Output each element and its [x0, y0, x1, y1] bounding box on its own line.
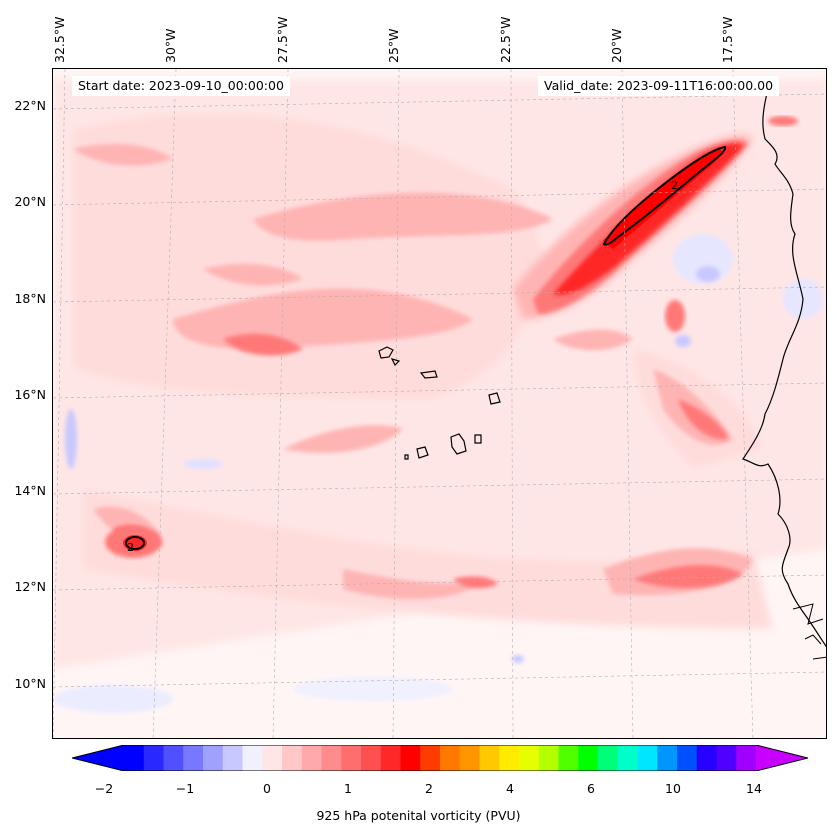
- colorbar-segment: [716, 745, 737, 771]
- colorbar-extend-low: [72, 745, 124, 771]
- colorbar-segment: [499, 745, 520, 771]
- colorbar-segment: [617, 745, 638, 771]
- lon-label-32-5w: 32.5°W: [52, 16, 67, 63]
- lon-label-22-5w: 22.5°W: [498, 16, 513, 63]
- lon-label-30w: 30°W: [163, 28, 178, 63]
- colorbar-segment: [163, 745, 184, 771]
- colorbar-segment: [657, 745, 678, 771]
- colorbar-segment: [400, 745, 421, 771]
- colorbar-tick-14: 14: [746, 781, 762, 796]
- graticule: [53, 69, 826, 738]
- colorbar-title: 925 hPa potenital vorticity (PVU): [316, 808, 521, 823]
- colorbar-segment: [361, 745, 382, 771]
- colorbar-tick-10: 10: [665, 781, 681, 796]
- colorbar-segment: [321, 745, 342, 771]
- lat-label-14n: 14°N: [14, 483, 46, 498]
- colorbar-tick-6: 6: [587, 781, 595, 796]
- colorbar-segment: [222, 745, 243, 771]
- lat-label-12n: 12°N: [14, 579, 46, 594]
- start-date-box: Start date: 2023-09-10_00:00:00: [72, 76, 290, 96]
- colorbar-segment: [519, 745, 540, 771]
- colorbar-segment: [637, 745, 658, 771]
- start-date-text: Start date: 2023-09-10_00:00:00: [78, 78, 284, 93]
- coastline-detail: [792, 603, 826, 660]
- pv-high-streak: [513, 116, 798, 332]
- cape-verde-islands: [378, 346, 501, 460]
- contour-label-ne: 2: [671, 179, 678, 192]
- colorbar-segment: [143, 745, 164, 771]
- colorbar-segment: [677, 745, 698, 771]
- colorbar-segment: [282, 745, 303, 771]
- colorbar-segment: [380, 745, 401, 771]
- colorbar-segment: [459, 745, 480, 771]
- colorbar-tick-neg2: −2: [94, 781, 114, 796]
- colorbar-segment: [578, 745, 599, 771]
- colorbar-segment: [736, 745, 757, 771]
- africa-coastline: [742, 88, 826, 648]
- lat-label-18n: 18°N: [14, 291, 46, 306]
- valid-date-text: Valid_date: 2023-09-11T16:00:00.00: [544, 78, 774, 93]
- colorbar-segment: [420, 745, 441, 771]
- lon-label-25w: 25°W: [386, 28, 401, 63]
- lat-label-20n: 20°N: [14, 194, 46, 209]
- colorbar-tick-neg1: −1: [175, 781, 195, 796]
- lat-label-22n: 22°N: [14, 98, 46, 113]
- colorbar-tick-0: 0: [263, 781, 271, 796]
- colorbar-extend-high: [756, 745, 808, 771]
- colorbar-segment: [262, 745, 283, 771]
- colorbar-segment: [242, 745, 263, 771]
- colorbar-segment: [558, 745, 579, 771]
- colorbar-tick-4: 4: [506, 781, 514, 796]
- colorbar-tick-1: 1: [344, 781, 352, 796]
- colorbar-segment: [598, 745, 619, 771]
- pv-vortex-sw: [105, 526, 161, 558]
- lat-label-10n: 10°N: [14, 676, 46, 691]
- map-panel: 2 2: [52, 68, 827, 739]
- lat-label-16n: 16°N: [14, 387, 46, 402]
- pv-negative-area: [53, 234, 823, 713]
- lon-label-27-5w: 27.5°W: [275, 16, 290, 63]
- colorbar-segment: [203, 745, 224, 771]
- valid-date-box: Valid_date: 2023-09-11T16:00:00.00: [538, 76, 780, 96]
- colorbar: [72, 745, 808, 771]
- lon-label-20w: 20°W: [609, 28, 624, 63]
- colorbar-segment: [301, 745, 322, 771]
- lon-label-17-5w: 17.5°W: [720, 16, 735, 63]
- pv-field: 2 2: [53, 69, 826, 738]
- colorbar-segment: [538, 745, 559, 771]
- colorbar-segment: [183, 745, 204, 771]
- colorbar-segment: [479, 745, 500, 771]
- colorbar-segment: [696, 745, 717, 771]
- colorbar-tick-2: 2: [425, 781, 433, 796]
- colorbar-segment: [440, 745, 461, 771]
- colorbar-segment: [124, 745, 145, 771]
- contour-label-sw: 2: [127, 541, 134, 554]
- colorbar-segment: [341, 745, 362, 771]
